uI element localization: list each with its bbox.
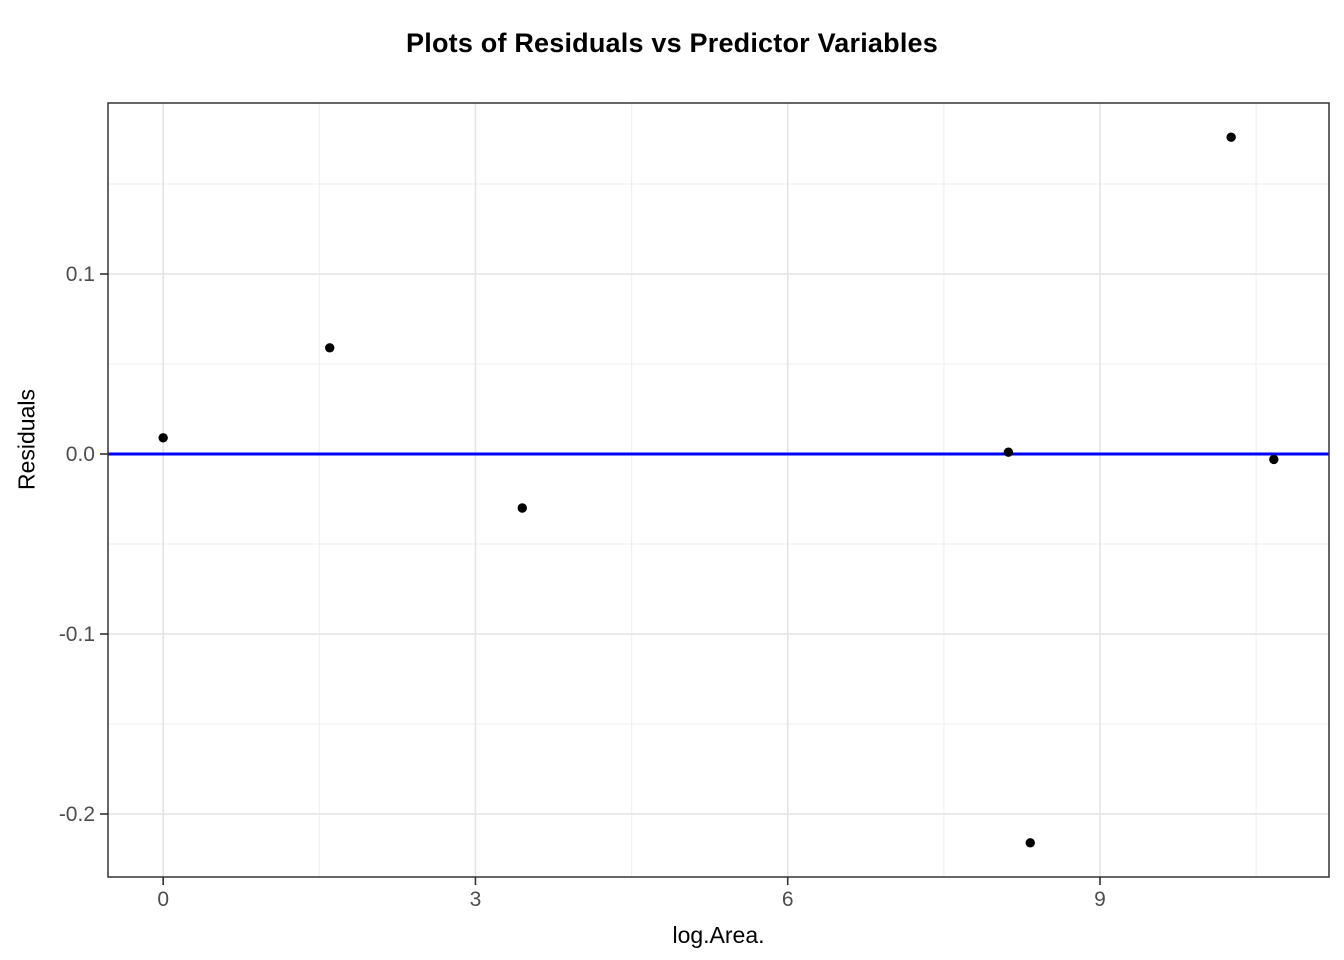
data-point [1025,838,1035,848]
x-tick-label: 6 [782,888,794,911]
x-tick-label: 0 [157,888,169,911]
x-axis-title: log.Area. [672,922,765,948]
plot-panel-background [108,103,1329,877]
data-point [1226,132,1236,142]
x-tick-label: 9 [1094,888,1106,911]
data-point [1269,454,1279,465]
data-point [517,503,527,513]
y-axis-title: Residuals [13,389,40,490]
x-tick-label: 3 [470,888,482,911]
y-tick-label: 0.0 [66,443,95,466]
y-tick-label: 0.1 [66,263,95,286]
y-tick-label: -0.1 [59,623,95,646]
y-tick-label: -0.2 [59,803,95,826]
data-point [158,433,168,443]
data-point [1003,447,1014,457]
data-point [325,343,335,353]
chart-title: Plots of Residuals vs Predictor Variable… [406,28,938,58]
panel-border [107,102,1330,878]
